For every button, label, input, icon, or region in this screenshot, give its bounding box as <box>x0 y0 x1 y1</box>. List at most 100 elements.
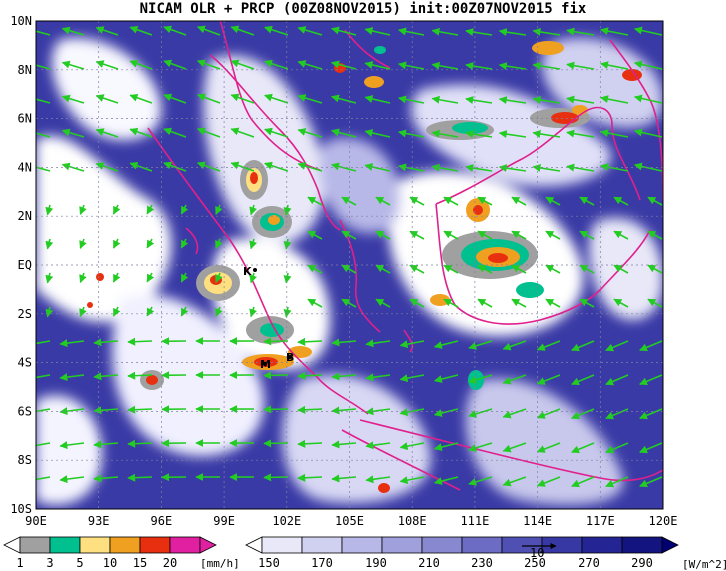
grid-lines <box>36 21 663 509</box>
longitude-labels: 90E 93E 96E 99E 102E 105E 108E 111E 114E… <box>25 514 677 528</box>
wind-vector <box>605 476 629 488</box>
wind-vector <box>545 298 561 308</box>
city-marker-label: M <box>260 358 271 371</box>
wind-vector <box>93 372 119 381</box>
wind-vector <box>398 61 425 70</box>
wind-vector <box>196 127 221 138</box>
lat-label: 10N <box>10 14 32 28</box>
wind-vector <box>409 298 425 308</box>
wind-vector <box>196 25 221 36</box>
wind-vector <box>249 272 257 284</box>
latitude-labels: 10N 8N 6N 4N 2N EQ 2S 4S 6S 8S 10S <box>10 14 32 516</box>
wind-vector <box>196 161 221 172</box>
wind-vector <box>127 371 153 380</box>
wind-vector <box>45 306 54 318</box>
wind-vector <box>364 95 391 104</box>
wind-vector <box>647 230 663 240</box>
wind-vector <box>249 306 257 318</box>
wind-vector <box>331 338 357 347</box>
wind-vector <box>536 408 561 419</box>
wind-vector <box>163 25 187 36</box>
wind-vector <box>571 374 595 386</box>
olr-colorbar-label: 290 <box>631 556 653 570</box>
wind-vector <box>613 196 629 206</box>
wind-vector <box>215 306 223 317</box>
olr-colorbar-left-cap <box>245 536 263 554</box>
wind-vector <box>431 61 459 70</box>
wind-vector <box>502 476 527 487</box>
lon-label: 105E <box>335 514 364 528</box>
olr-colorbar: 10 150 170 190 210 230 250 270 290 [W/m^… <box>245 536 726 571</box>
lat-label: 10S <box>10 502 32 516</box>
wind-vector <box>307 264 323 274</box>
wind-vector <box>633 60 663 70</box>
wind-vector <box>633 26 663 36</box>
wind-vector <box>36 61 51 70</box>
precip-colorbar-label: 1 <box>16 556 23 570</box>
wind-vector <box>398 27 425 36</box>
olr-colorbar-swatch <box>381 536 423 554</box>
wind-vector <box>163 161 187 172</box>
wind-vector <box>571 340 595 352</box>
wind-vector <box>215 238 223 249</box>
wind-vector <box>264 59 289 70</box>
olr-colorbar-swatch <box>581 536 623 554</box>
chart-title: NICAM OLR + PRCP (00Z08NOV2015) init:00Z… <box>139 1 587 17</box>
wind-vector <box>79 238 87 250</box>
wind-vector <box>163 93 187 104</box>
wind-vector <box>93 338 119 347</box>
wind-vector <box>511 230 527 240</box>
wind-vector <box>536 340 561 351</box>
wind-vector <box>365 339 391 348</box>
wind-vector <box>129 127 153 138</box>
wind-vector <box>215 272 223 283</box>
wind-vector <box>36 95 51 104</box>
lat-label: 4S <box>18 356 32 370</box>
olr-colorbar-label: 150 <box>258 556 280 570</box>
wind-vector <box>545 230 561 240</box>
lon-label: 111E <box>460 514 489 528</box>
wind-vector <box>502 442 527 453</box>
wind-vector <box>502 408 527 419</box>
wind-vector <box>639 408 663 420</box>
wind-vector <box>465 164 493 172</box>
wind-vector <box>297 162 323 172</box>
wind-vector <box>230 25 255 36</box>
wind-vector <box>532 61 561 70</box>
lat-label: 8S <box>18 453 32 467</box>
wind-vector <box>398 163 425 172</box>
wind-vector <box>230 161 255 172</box>
wind-vector <box>36 27 51 36</box>
lat-label: EQ <box>18 258 32 272</box>
wind-vector <box>36 129 51 138</box>
wind-vector <box>639 442 663 454</box>
wind-vector <box>146 238 155 249</box>
precip-colorbar-swatch <box>139 536 171 554</box>
wind-vector <box>263 371 289 380</box>
wind-vector <box>196 59 221 70</box>
precip-colorbar-swatch <box>109 536 141 554</box>
wind-vector <box>468 340 493 350</box>
city-marker-dot <box>288 355 292 359</box>
wind-vector <box>129 25 153 36</box>
wind-vector <box>511 264 527 274</box>
precip-colorbar-label: 15 <box>133 556 147 570</box>
wind-vector <box>545 196 561 206</box>
wind-vector <box>647 196 663 206</box>
wind-vector <box>566 61 595 70</box>
wind-vector <box>264 127 289 138</box>
wind-vector <box>230 127 255 138</box>
precip-colorbar-label: 5 <box>76 556 83 570</box>
olr-colorbar-swatch <box>621 536 663 554</box>
wind-vector <box>613 298 629 308</box>
wind-vector <box>215 204 223 215</box>
wind-vector <box>633 162 663 172</box>
wind-vector <box>129 93 153 104</box>
precip-colorbar-label: 20 <box>163 556 177 570</box>
wind-vector <box>36 374 51 379</box>
wind-vector <box>605 374 629 386</box>
wind-vector <box>95 128 119 138</box>
reference-vector-label: 10 <box>530 546 544 560</box>
plot-frame <box>35 20 664 510</box>
wind-vector <box>127 439 153 448</box>
